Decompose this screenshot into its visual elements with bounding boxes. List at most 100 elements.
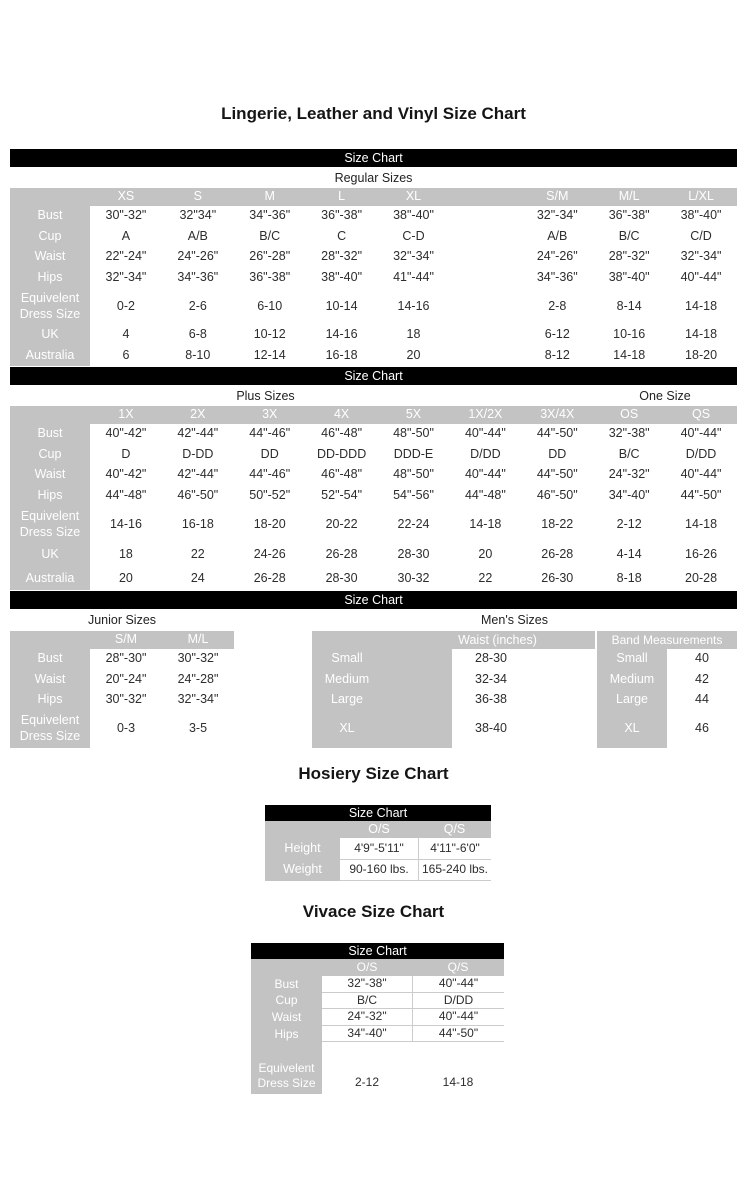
row-label: Equivelent Dress Size (19, 508, 81, 539)
size-cell: 44"-46" (249, 467, 291, 482)
size-cell: 30-32 (397, 570, 430, 585)
size-cell: 14-16 (109, 516, 142, 531)
size-cell: 18-20 (685, 347, 718, 362)
table-row: Medium 42 (597, 670, 737, 691)
size-cell: 0-3 (116, 721, 136, 736)
size-cell: 14-18 (469, 516, 502, 531)
column-header: M/L (187, 632, 209, 647)
row-label: Equivelent Dress Size (19, 713, 81, 743)
row-label: Bust (37, 208, 63, 223)
size-cell: 90-160 lbs. (340, 860, 418, 881)
size-cell: 30"-32" (105, 208, 147, 223)
column-header: Q/S (447, 960, 469, 974)
regular-sizes-table: Size Chart Regular Sizes XS S M L XL S/M M/L L/… (10, 149, 737, 366)
size-cell: 6-12 (544, 327, 570, 342)
size-cell: 32"-34" (393, 249, 434, 264)
column-header: S (193, 189, 202, 204)
table-header-row: 1X 2X 3X 4X 5X 1X/2X 3X/4X OS QS (10, 406, 737, 424)
size-cell: 24"-32" (322, 1009, 412, 1026)
size-cell: 34"-36" (249, 208, 291, 223)
row-label: UK (41, 547, 59, 562)
size-cell: 26-28 (325, 547, 358, 562)
row-label: Bust (37, 426, 63, 441)
size-cell: 34"-40" (608, 487, 650, 502)
size-cell: 2-12 (616, 516, 642, 531)
size-cell: 40"-44" (680, 426, 722, 441)
table-header-row: S/M M/L (10, 631, 234, 649)
size-cell: D-DD (182, 446, 214, 461)
size-cell: 40"-44" (680, 269, 722, 284)
size-cell: 165-240 lbs. (418, 859, 491, 881)
size-cell: 42"-44" (177, 467, 219, 482)
size-cell: B/C (618, 446, 640, 461)
size-cell: A/B (547, 228, 568, 243)
row-label: Small (616, 651, 648, 666)
size-cell: 4'9"-5'11" (340, 838, 418, 860)
table-rows: Bust 28"-30" 30"-32" Waist 20"-24" 24"-28" Hip… (10, 649, 234, 748)
size-cell: 36"-38" (321, 208, 363, 223)
size-cell: B/C (322, 993, 412, 1010)
table-row: Equivelent Dress Size 14-16 16-18 18-20 20-2… (10, 506, 737, 543)
size-cell: 8-14 (616, 298, 642, 313)
size-cell: 16-18 (181, 516, 214, 531)
size-cell: 32-34 (475, 671, 507, 686)
column-header: L/XL (688, 189, 714, 204)
size-cell: D/DD (685, 446, 717, 461)
hosiery-size-table: Size Chart O/S Q/S Height 4'9"-5'11" 4'11"-… (265, 805, 491, 881)
header-spacer (10, 631, 90, 649)
row-label: Medium (324, 671, 370, 686)
size-cell: C/D (690, 228, 712, 243)
column-header: 1X (118, 407, 134, 422)
section-label-row: Junior Sizes Men's Sizes (10, 609, 737, 631)
column-header: 5X (405, 407, 422, 422)
table-row: Hips 34"-40" 44"-50" (251, 1025, 504, 1043)
size-cell: 10-14 (325, 298, 358, 313)
size-cell: 44"-50" (412, 1025, 504, 1043)
header-spacer (265, 821, 340, 838)
table-row: Australia 20 24 26-28 28-30 30-32 22 26-30 8-18 2… (10, 567, 737, 590)
column-header: Q/S (443, 821, 466, 836)
size-chart-bar-label: Size Chart (348, 806, 408, 820)
size-cell: 2-6 (188, 298, 207, 313)
size-cell: 40"-44" (412, 976, 504, 993)
size-cell: 22 (478, 570, 493, 585)
table-row: Small 40 (597, 649, 737, 670)
size-cell (449, 227, 521, 248)
size-cell: 24 (190, 570, 205, 585)
size-cell: 14-18 (685, 516, 718, 531)
size-cell: 40"-44" (412, 1009, 504, 1026)
size-cell: 28-30 (397, 547, 430, 562)
size-cell: 24"-32" (608, 467, 650, 482)
row-label: Waist (271, 1009, 302, 1024)
row-label: Waist (34, 467, 66, 482)
size-cell: 28"-32" (608, 249, 650, 264)
row-label: Australia (25, 347, 75, 362)
regular-sizes-label: Regular Sizes (334, 170, 413, 185)
column-header: OS (620, 407, 639, 422)
size-chart-bar: Size Chart (265, 805, 491, 821)
size-cell: 4-14 (616, 547, 642, 562)
table-row: Large 36-38 (312, 690, 595, 711)
size-cell: 32"34" (179, 208, 217, 223)
table-row: Large 44 (597, 690, 737, 711)
row-label: Medium (609, 671, 655, 686)
plus-sizes-label: Plus Sizes (236, 388, 295, 403)
size-cell: 46"-48" (321, 467, 363, 482)
size-cell: 48"-50" (393, 426, 434, 441)
size-cell: 24"-28" (177, 671, 219, 686)
waist-inches-header: Waist (inches) (312, 631, 595, 649)
table-rows: Bust 32"-38" 40"-44" Cup B/C D/DD Waist 24"-32"… (251, 976, 504, 1095)
size-cell: 26"-28" (249, 249, 291, 264)
size-cell (449, 288, 521, 325)
row-label: Large (331, 692, 363, 707)
size-cell: 20"-24" (105, 671, 147, 686)
column-header: 3X/4X (540, 407, 575, 422)
size-cell: 42 (695, 671, 709, 686)
size-cell: 32"-34" (536, 208, 578, 223)
size-cell: D/DD (470, 446, 501, 461)
section-label-row: Plus Sizes One Size (10, 385, 737, 406)
table-row: Cup B/C D/DD (251, 992, 504, 1010)
band-measurements-header: Band Measurements (597, 631, 737, 649)
column-header: O/S (368, 821, 390, 836)
size-chart-bar-label: Size Chart (344, 151, 403, 165)
